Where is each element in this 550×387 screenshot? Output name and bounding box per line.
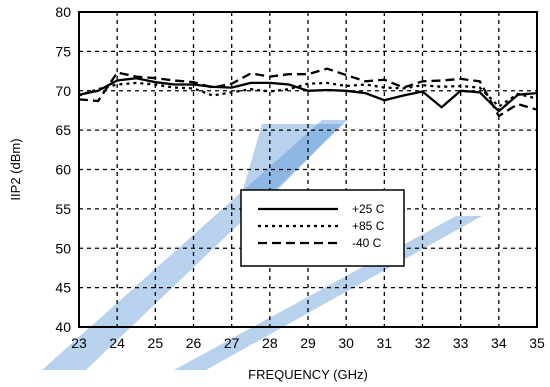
x-tick-label: 26: [186, 335, 202, 351]
y-tick-label: 75: [55, 43, 71, 59]
y-tick-label: 65: [55, 122, 71, 138]
series-line: [78, 77, 538, 113]
y-tick-label: 40: [55, 319, 71, 335]
y-tick-label: 50: [55, 240, 71, 256]
y-tick-labels: 40 45 50 55 60 65 70 75 80: [55, 4, 71, 335]
y-tick-label: 45: [55, 280, 71, 296]
legend-label: -40 C: [352, 236, 382, 250]
x-tick-label: 29: [300, 335, 316, 351]
x-tick-label: 24: [109, 335, 125, 351]
legend: +25 C +85 C -40 C: [240, 189, 405, 267]
watermark-stroke: [174, 216, 482, 370]
y-tick-label: 80: [55, 4, 71, 20]
y-axis-label: IIP2 (dBm): [8, 138, 23, 200]
watermark-stroke: [240, 124, 342, 200]
series-line: [78, 67, 538, 118]
y-tick-label: 55: [55, 201, 71, 217]
x-tick-label: 32: [415, 335, 431, 351]
x-tick-label: 33: [453, 335, 469, 351]
x-tick-label: 34: [491, 335, 507, 351]
x-tick-label: 27: [224, 335, 240, 351]
y-tick-label: 60: [55, 162, 71, 178]
watermark-stroke: [42, 120, 348, 370]
legend-box: [240, 189, 405, 267]
x-tick-label: 35: [529, 335, 545, 351]
watermark-logo: [42, 120, 482, 370]
legend-label: +25 C: [352, 202, 385, 216]
x-tick-label: 30: [338, 335, 354, 351]
legend-label: +85 C: [352, 219, 385, 233]
plot-frame: [78, 11, 538, 328]
x-tick-label: 23: [71, 335, 87, 351]
series-lines: [78, 67, 538, 118]
x-tick-label: 31: [377, 335, 393, 351]
x-tick-label: 25: [148, 335, 164, 351]
x-axis-label: FREQUENCY (GHz): [248, 367, 368, 382]
x-tick-labels: 23 24 25 26 27 28 29 30 31 32 33 34 35: [71, 335, 545, 351]
series-line: [78, 81, 538, 108]
y-tick-label: 70: [55, 83, 71, 99]
x-tick-label: 28: [262, 335, 278, 351]
